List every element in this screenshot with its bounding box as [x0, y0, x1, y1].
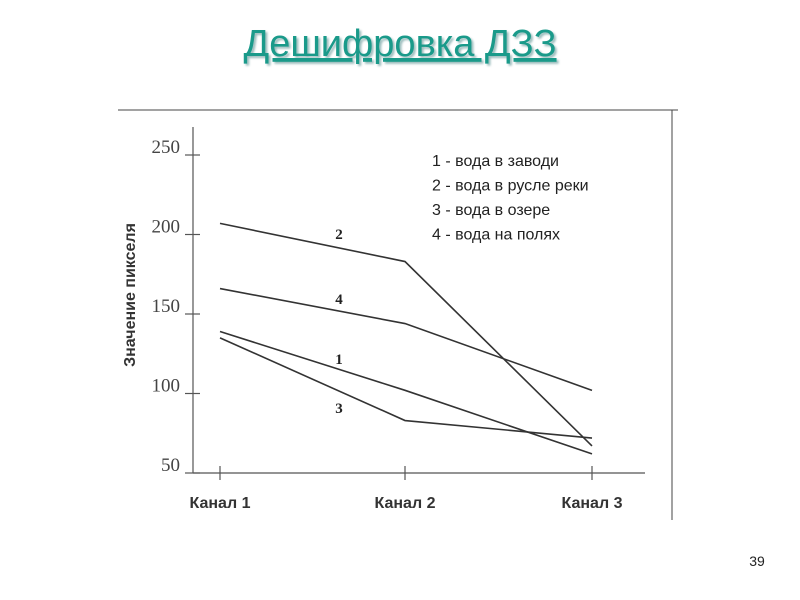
series-line — [219, 222, 593, 447]
legend-entry: 2 - вода в русле реки — [432, 178, 589, 195]
x-tick-label: Канал 1 — [190, 495, 251, 512]
line-label: 2 — [335, 227, 343, 243]
y-tick-label: 50 — [161, 455, 180, 476]
page-number: 39 — [749, 553, 765, 569]
slide-title: Дешифровка ДЗЗ — [243, 23, 556, 65]
chart-area — [118, 110, 672, 520]
y-tick-label: 250 — [152, 137, 181, 158]
y-tick-label: 150 — [152, 296, 181, 317]
x-tick-label: Канал 3 — [562, 495, 623, 512]
legend-entry: 4 - вода на полях — [432, 227, 560, 244]
line-label: 3 — [335, 401, 343, 417]
y-tick-label: 200 — [152, 217, 181, 238]
legend-entry: 1 - вода в заводи — [432, 153, 559, 170]
series-line — [219, 287, 593, 392]
line-label: 1 — [335, 352, 343, 368]
series-line — [219, 337, 593, 439]
y-axis-label: Значение пикселя — [122, 223, 139, 367]
x-tick-label: Канал 2 — [375, 495, 436, 512]
y-tick-label: 100 — [152, 376, 181, 397]
line-label: 4 — [335, 292, 343, 308]
legend-entry: 3 - вода в озере — [432, 202, 550, 219]
